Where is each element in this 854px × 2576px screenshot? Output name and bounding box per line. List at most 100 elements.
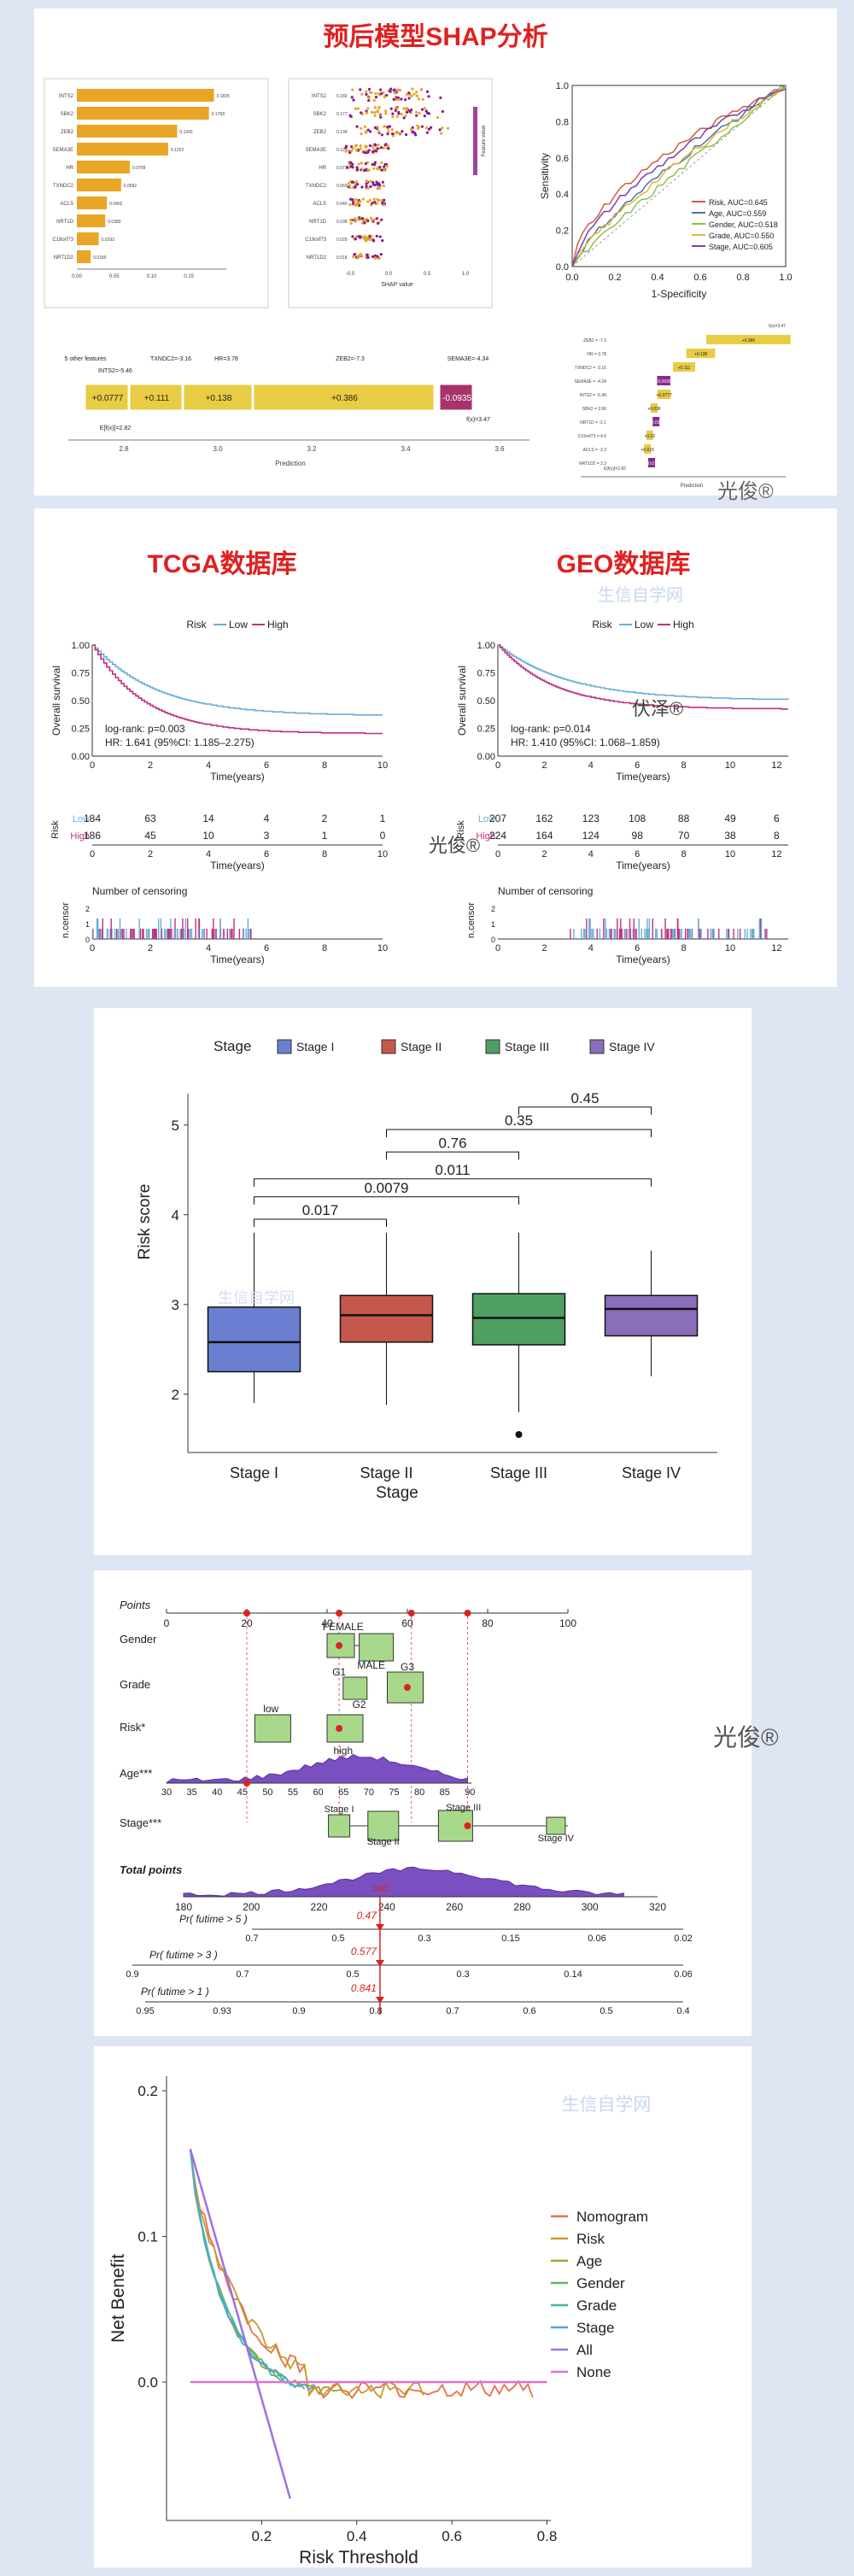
bee-dot xyxy=(386,126,389,129)
box-y-tick: 3 xyxy=(172,1297,179,1313)
km-curve xyxy=(92,644,383,735)
bee-value: 0.040 xyxy=(336,202,348,207)
box-body xyxy=(207,1306,301,1373)
prob-tick: 0.7 xyxy=(245,1933,258,1944)
censor-x-tick: 10 xyxy=(377,943,388,954)
waterfall-bar xyxy=(657,390,671,399)
bee-dot xyxy=(377,182,381,185)
km-legend-title: Risk xyxy=(592,619,612,631)
risk-x-tick: 2 xyxy=(148,849,153,860)
risk-x-tick: 8 xyxy=(322,849,327,860)
waterfall-bar xyxy=(706,335,791,344)
dca-legend-label: All xyxy=(576,2342,593,2358)
waterfall-bar xyxy=(644,444,652,454)
age-density xyxy=(166,1753,468,1784)
bee-x-tick: 0.0 xyxy=(385,272,393,277)
bee-dot xyxy=(365,185,368,188)
bee-dot xyxy=(383,203,386,207)
gender-label: FEMALE xyxy=(323,1621,364,1633)
bee-dot xyxy=(366,255,370,259)
bee-dot xyxy=(420,125,424,128)
bee-dot xyxy=(376,221,380,226)
bee-dot xyxy=(359,200,362,203)
censor-x-label: Time(years) xyxy=(210,954,265,965)
bee-dot xyxy=(373,143,377,146)
bar-value: 0.1342 xyxy=(179,130,193,135)
roc-x-label: 1-Specificity xyxy=(652,288,707,300)
age-tick: 45 xyxy=(237,1787,248,1798)
age-tick: 60 xyxy=(313,1787,324,1798)
bee-dot xyxy=(356,168,360,172)
bee-dot xyxy=(407,97,411,100)
box-body xyxy=(604,1294,699,1337)
censor-axis-label: n.censor xyxy=(61,902,71,939)
bee-feature-label: SEMA3E xyxy=(306,148,326,153)
censor-x-tick: 0 xyxy=(90,943,95,954)
bee-dot xyxy=(385,165,389,168)
waterfall-value: +0.386 xyxy=(742,338,756,343)
bee-dot xyxy=(397,112,401,115)
bee-dot xyxy=(378,166,382,169)
bee-dot xyxy=(344,144,348,148)
bee-dot xyxy=(415,114,418,117)
bee-feature-label: TXNDC2 xyxy=(306,184,327,189)
bee-dot xyxy=(375,234,378,238)
points-tick: 40 xyxy=(321,1617,333,1629)
bee-dot xyxy=(404,114,407,118)
total-tick: 260 xyxy=(446,1901,463,1913)
prob-row-label: Pr( futime > 5 ) xyxy=(179,1913,248,1925)
bee-dot xyxy=(375,202,378,205)
bee-dot xyxy=(355,125,359,128)
roc-y-tick: 1.0 xyxy=(556,81,569,91)
force-x-tick: 2.8 xyxy=(119,445,129,453)
roc-curve xyxy=(571,88,787,267)
bee-dot xyxy=(362,150,366,154)
bee-dot xyxy=(356,218,360,221)
shap-bar xyxy=(77,232,99,245)
bee-dot xyxy=(420,108,424,111)
bee-dot xyxy=(354,107,357,111)
bee-dot xyxy=(386,144,389,148)
waterfall-label: ACLS = -3.3 xyxy=(583,448,607,453)
pval-label: 0.45 xyxy=(570,1090,599,1106)
bee-dot xyxy=(372,167,376,170)
bee-dot xyxy=(425,90,430,93)
bee-dot xyxy=(366,186,370,190)
colorbar-label: Feature value xyxy=(482,125,487,156)
points-marker xyxy=(464,1610,471,1617)
bee-dot xyxy=(376,147,379,150)
prob-tick: 0.9 xyxy=(292,2006,305,2016)
box-body xyxy=(471,1293,566,1346)
prob-tick: 0.5 xyxy=(346,1969,359,1980)
bee-dot xyxy=(367,149,371,152)
roc-x-tick: 0.6 xyxy=(693,273,706,283)
grade-box xyxy=(342,1676,368,1700)
tcga-title: TCGA数据库 xyxy=(147,550,297,578)
bee-dot xyxy=(374,96,378,99)
bee-dot xyxy=(351,88,354,91)
risk-label: low xyxy=(263,1703,278,1715)
waterfall-fx: f(x)=3.47 xyxy=(769,324,786,329)
risk-x-tick: 0 xyxy=(90,849,95,860)
bee-dot xyxy=(390,127,394,132)
risk-x-label: Time(years) xyxy=(210,860,265,871)
bee-dot xyxy=(440,132,443,135)
bee-dot xyxy=(368,144,371,148)
stage-label: Stage IV xyxy=(538,1834,575,1844)
roc-y-label: Sensitivity xyxy=(539,153,551,199)
censor-title: Number of censoring xyxy=(498,885,593,897)
stage-box xyxy=(367,1810,400,1841)
bee-dot xyxy=(355,235,359,238)
risk-low-count: 6 xyxy=(774,813,780,824)
box-x-label: Stage xyxy=(376,1484,418,1502)
bar-value: 0.0708 xyxy=(132,166,146,171)
bee-dot xyxy=(377,105,381,109)
bee-dot xyxy=(352,98,355,102)
stage-point xyxy=(464,1822,471,1829)
bee-dot xyxy=(373,256,377,260)
bar-x-tick: 0.15 xyxy=(184,274,194,279)
age-tick: 90 xyxy=(465,1787,475,1798)
box-y-tick: 2 xyxy=(172,1387,179,1403)
km-y-tick: 0.50 xyxy=(477,696,495,707)
bee-dot xyxy=(389,87,393,91)
